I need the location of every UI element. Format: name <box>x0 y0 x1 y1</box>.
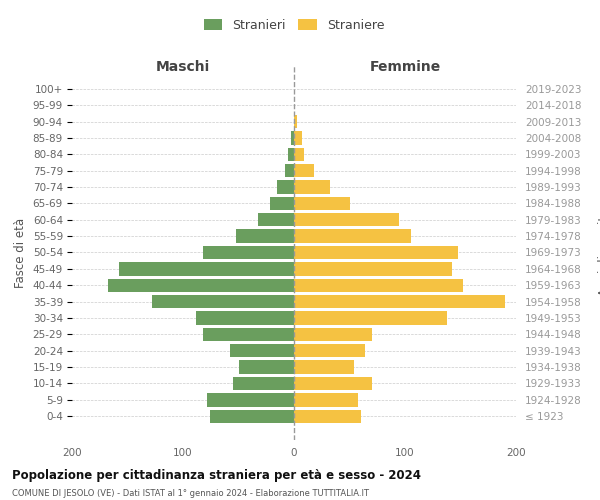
Y-axis label: Anni di nascita: Anni di nascita <box>598 209 600 296</box>
Bar <box>294 246 458 259</box>
Bar <box>239 360 294 374</box>
Bar <box>294 360 354 374</box>
Bar <box>294 196 349 210</box>
Bar <box>236 230 294 243</box>
Text: Maschi: Maschi <box>156 60 210 74</box>
Bar <box>203 246 294 259</box>
Bar <box>196 312 294 324</box>
Bar <box>277 180 294 194</box>
Bar <box>259 213 294 226</box>
Bar <box>230 344 294 358</box>
Bar <box>294 312 447 324</box>
Bar <box>294 278 463 292</box>
Text: Femmine: Femmine <box>370 60 440 74</box>
Bar <box>203 328 294 341</box>
Text: Popolazione per cittadinanza straniera per età e sesso - 2024: Popolazione per cittadinanza straniera p… <box>12 470 421 482</box>
Bar <box>294 393 358 406</box>
Bar <box>294 328 372 341</box>
Bar <box>294 164 314 177</box>
Bar <box>294 262 452 276</box>
Legend: Stranieri, Straniere: Stranieri, Straniere <box>203 19 385 32</box>
Bar <box>294 377 372 390</box>
Bar <box>294 115 298 128</box>
Bar <box>208 393 294 406</box>
Y-axis label: Fasce di età: Fasce di età <box>14 218 27 288</box>
Bar <box>269 196 294 210</box>
Bar <box>285 164 294 177</box>
Bar <box>209 410 294 423</box>
Bar <box>294 295 505 308</box>
Bar <box>294 213 400 226</box>
Bar <box>119 262 294 276</box>
Bar <box>294 230 410 243</box>
Bar <box>152 295 294 308</box>
Bar <box>290 131 294 144</box>
Bar <box>294 344 365 358</box>
Bar <box>107 278 294 292</box>
Text: COMUNE DI JESOLO (VE) - Dati ISTAT al 1° gennaio 2024 - Elaborazione TUTTITALIA.: COMUNE DI JESOLO (VE) - Dati ISTAT al 1°… <box>12 488 369 498</box>
Bar <box>294 148 304 161</box>
Bar <box>294 131 302 144</box>
Bar <box>233 377 294 390</box>
Bar <box>294 180 329 194</box>
Bar <box>294 410 361 423</box>
Bar <box>289 148 294 161</box>
